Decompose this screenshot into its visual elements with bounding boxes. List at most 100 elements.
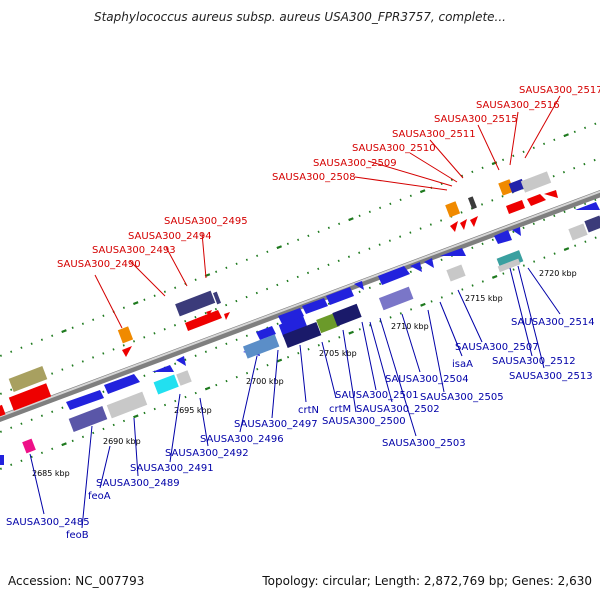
gene-label: SAUSA300_2490 [57, 259, 141, 270]
gene-box [0, 404, 6, 418]
scale-label: 2715 kbp [465, 294, 503, 303]
gene-label: crtM [329, 404, 351, 415]
gene-label: SAUSA300_2505 [420, 392, 504, 403]
gene-box [445, 201, 461, 218]
genome-summary-text: Topology: circular; Length: 2,872,769 bp… [262, 574, 592, 588]
gene-box [106, 391, 148, 419]
gene-box [212, 291, 222, 305]
gene-label: SAUSA300_2493 [92, 245, 176, 256]
gene-arrow [326, 287, 354, 305]
upper-strand-features[interactable] [0, 171, 558, 418]
accession-text: Accession: NC_007793 [8, 574, 145, 588]
gene-box [316, 312, 340, 334]
gene-arrow [424, 258, 434, 268]
scale-labels: 2685 kbp 2690 kbp 2695 kbp 2700 kbp 2705… [32, 269, 577, 478]
gene-label: SAUSA300_2495 [164, 216, 248, 227]
gene-label: SAUSA300_2510 [352, 143, 436, 154]
gene-label: SAUSA300_2492 [165, 448, 249, 459]
gene-label: SAUSA300_2508 [272, 172, 356, 183]
gene-label: SAUSA300_2511 [392, 129, 476, 140]
scale-label: 2710 kbp [391, 322, 429, 331]
gene-box [153, 374, 179, 395]
gene-arrow [206, 310, 212, 316]
upper-leaders [94, 95, 561, 329]
gene-arrow [256, 326, 276, 340]
gene-arrow [176, 356, 186, 366]
scale-label: 2705 kbp [319, 349, 357, 358]
gene-label: SAUSA300_2497 [234, 419, 318, 430]
gene-label: SAUSA300_2489 [96, 478, 180, 489]
gene-label: SAUSA300_2512 [492, 356, 576, 367]
gene-arrow [122, 346, 132, 357]
gene-box [22, 438, 36, 454]
lower-gene-labels[interactable]: SAUSA300_2485 feoB feoA SAUSA300_2489 SA… [6, 317, 595, 541]
gene-arrow [494, 230, 512, 244]
gene-label: isaA [452, 359, 473, 370]
gene-box [242, 334, 280, 359]
gene-box [8, 383, 52, 411]
upper-gene-labels[interactable]: SAUSA300_2490 SAUSA300_2493 SAUSA300_249… [57, 85, 600, 270]
gene-label: SAUSA300_2516 [476, 100, 560, 111]
gene-box [117, 326, 134, 344]
gene-arrow [302, 298, 328, 314]
gene-label: SAUSA300_2501 [335, 390, 419, 401]
lower-strand-features[interactable] [0, 202, 600, 465]
gene-label: feoB [66, 530, 89, 541]
gene-box [520, 171, 552, 193]
gene-box [568, 223, 588, 241]
gene-label: SAUSA300_2513 [509, 371, 593, 382]
gene-label: SAUSA300_2509 [313, 158, 397, 169]
scale-label: 2720 kbp [539, 269, 577, 278]
gene-arrow [152, 365, 174, 372]
gene-arrow [224, 312, 230, 320]
gene-label: SAUSA300_2491 [130, 463, 214, 474]
scale-label: 2695 kbp [174, 406, 212, 415]
gene-arrow [506, 200, 525, 214]
gene-box [332, 303, 362, 327]
gene-arrow [440, 248, 466, 256]
gene-label: feoA [88, 491, 111, 502]
gene-box [68, 406, 108, 432]
scale-label: 2700 kbp [246, 377, 284, 386]
gene-arrow [354, 281, 364, 290]
gene-arrow [544, 190, 558, 198]
gene-box [497, 258, 521, 273]
scale-label: 2690 kbp [103, 437, 141, 446]
gene-arrow [470, 216, 478, 227]
gene-box [584, 215, 600, 233]
gene-label: SAUSA300_2496 [200, 434, 284, 445]
gene-label: SAUSA300_2500 [322, 416, 406, 427]
gene-label: SAUSA300_2517 [519, 85, 600, 96]
gene-label: SAUSA300_2502 [356, 404, 440, 415]
map-title: Staphylococcus aureus subsp. aureus USA3… [93, 10, 506, 24]
gene-arrow [185, 310, 222, 331]
gene-box [282, 322, 322, 348]
gene-arrow [450, 221, 458, 232]
gene-box [467, 196, 477, 210]
gene-label: SAUSA300_2503 [382, 438, 466, 449]
gene-arrow [460, 219, 467, 230]
gene-arrow [512, 227, 521, 236]
gene-label: SAUSA300_2507 [455, 342, 539, 353]
gene-arrow [104, 374, 140, 394]
gene-box [446, 264, 466, 282]
gene-box [176, 370, 192, 386]
gene-box [378, 286, 414, 311]
gene-arrow [378, 266, 410, 285]
gene-label: SAUSA300_2494 [128, 231, 212, 242]
gene-label: SAUSA300_2514 [511, 317, 595, 328]
gene-label: crtN [298, 405, 319, 416]
genome-backbone [0, 190, 600, 422]
gene-arrow [575, 202, 600, 210]
gene-arrow [527, 194, 546, 206]
gene-arrow [410, 262, 422, 272]
gene-label: SAUSA300_2504 [385, 374, 469, 385]
gene-box [0, 455, 4, 465]
gene-label: SAUSA300_2485 [6, 517, 90, 528]
gene-label: SAUSA300_2515 [434, 114, 518, 125]
gene-arrow [278, 308, 304, 324]
gene-box [8, 366, 48, 392]
lower-leaders [29, 265, 561, 529]
scale-label: 2685 kbp [32, 469, 70, 478]
